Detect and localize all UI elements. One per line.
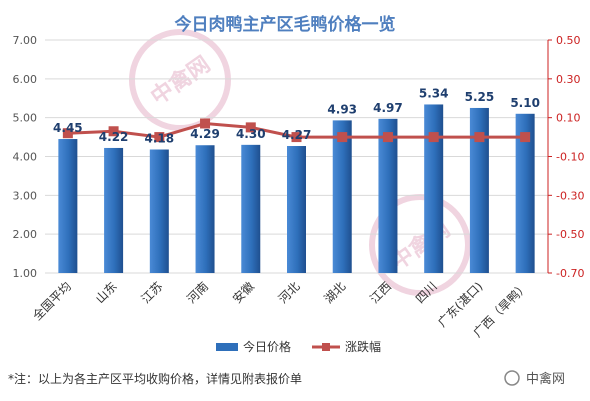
bar-value-label: 5.25 [465, 90, 495, 104]
category-label: 湖北 [321, 279, 349, 307]
change-marker [200, 118, 211, 129]
change-marker [108, 126, 119, 137]
right-tick-label: 0.50 [556, 34, 581, 47]
bar-value-label: 4.93 [327, 102, 357, 116]
change-marker [520, 132, 531, 143]
chart-title: 今日肉鸭主产区毛鸭价格一览 [175, 14, 396, 35]
left-tick-label: 2.00 [13, 228, 38, 241]
bar [104, 147, 124, 273]
change-marker [428, 132, 439, 143]
category-label: 四川 [413, 279, 440, 306]
legend-bar-label: 今日价格 [243, 339, 291, 354]
bar-value-label: 4.29 [190, 127, 220, 141]
change-marker [382, 132, 393, 143]
legend-line-label: 涨跌幅 [345, 339, 381, 354]
bar [424, 104, 444, 273]
category-label: 安徽 [229, 279, 257, 307]
bar [195, 145, 215, 273]
bar-value-label: 5.10 [510, 96, 540, 110]
bar [469, 107, 489, 273]
bar-value-label: 5.34 [419, 86, 449, 100]
left-tick-label: 1.00 [13, 267, 38, 280]
left-tick-label: 7.00 [13, 34, 38, 47]
bar [241, 144, 261, 273]
brand-logo: 中禽网 [504, 370, 565, 387]
brand-name: 中禽网 [526, 371, 565, 387]
legend-line-marker [322, 343, 330, 351]
bar [378, 118, 398, 273]
watermark-ring [129, 29, 231, 131]
left-tick-label: 4.00 [13, 151, 38, 164]
right-tick-label: 0.30 [556, 73, 581, 86]
bar-value-label: 4.18 [145, 132, 175, 146]
left-tick-label: 3.00 [13, 189, 38, 202]
category-label: 江苏 [139, 279, 166, 306]
change-marker [474, 132, 485, 143]
bar-value-label: 4.45 [53, 121, 83, 135]
watermark-ring [369, 194, 471, 296]
bar [287, 146, 306, 273]
change-marker [337, 132, 348, 143]
bar-series [58, 104, 535, 274]
legend-bar-swatch [216, 343, 238, 351]
right-tick-label: -0.70 [556, 267, 584, 280]
right-tick-label: -0.50 [556, 228, 584, 241]
right-tick-label: 0.10 [556, 112, 581, 125]
change-marker [291, 132, 302, 143]
bar-value-label: 4.97 [373, 101, 403, 115]
change-marker [245, 122, 256, 133]
left-tick-label: 5.00 [13, 112, 38, 125]
right-tick-label: -0.30 [556, 189, 584, 202]
left-axis-ticks: 1.00 2.00 3.00 4.00 5.00 6.00 7.00 [13, 34, 38, 280]
bar [515, 113, 535, 274]
category-label: 河北 [276, 279, 303, 306]
right-tick-label: -0.10 [556, 151, 584, 164]
right-axis-ticks: -0.70 -0.50 -0.30 -0.10 0.10 0.30 0.50 [548, 34, 584, 280]
category-label: 全国平均 [29, 279, 74, 324]
brand-icon [504, 370, 520, 386]
bar [332, 120, 352, 273]
category-label: 山东 [93, 279, 120, 306]
watermark-text: 中禽网 [146, 51, 215, 110]
change-marker [154, 132, 165, 143]
bar-value-label: 4.27 [282, 128, 312, 142]
change-marker [62, 128, 73, 139]
bar [58, 139, 78, 273]
line-series [62, 118, 531, 143]
category-label: 河南 [184, 279, 212, 307]
legend: 今日价格 涨跌幅 [216, 339, 381, 354]
bar-value-label: 4.22 [99, 130, 129, 144]
left-tick-label: 6.00 [13, 73, 38, 86]
bar [149, 149, 169, 273]
footnote: *注：以上为各主产区平均收购价格，详情见附表报价单 [8, 371, 302, 386]
bar-data-labels: 4.45 4.22 4.18 4.29 4.30 4.27 4.93 4.97 5.34 5.25… [53, 86, 540, 145]
bar-value-label: 4.30 [236, 127, 266, 141]
